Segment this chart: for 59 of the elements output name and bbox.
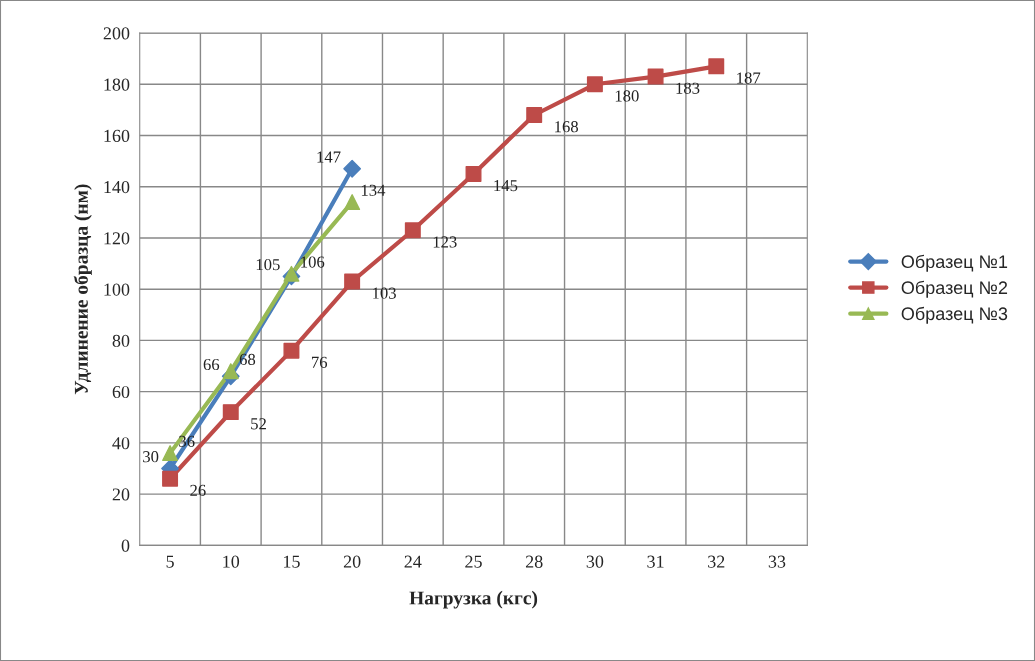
x-tick-label: 5 bbox=[166, 555, 174, 568]
point bbox=[283, 342, 300, 359]
point bbox=[344, 273, 361, 290]
point bbox=[222, 404, 239, 421]
y-tick-label: 0 bbox=[121, 539, 130, 552]
data-label: 103 bbox=[373, 287, 396, 299]
point bbox=[708, 58, 725, 75]
data-label: 147 bbox=[317, 151, 341, 163]
point bbox=[465, 165, 482, 182]
legend-label: Образец №3 bbox=[901, 306, 1008, 324]
y-tick-label: 80 bbox=[112, 334, 130, 347]
point bbox=[162, 470, 179, 487]
point bbox=[162, 445, 179, 462]
data-label: 180 bbox=[615, 90, 639, 102]
legend-label: Образец №2 bbox=[901, 280, 1008, 298]
y-tick-label: 200 bbox=[103, 27, 130, 40]
legend-label: Образец №1 bbox=[901, 254, 1008, 272]
point bbox=[343, 159, 362, 178]
y-tick-label: 100 bbox=[104, 283, 130, 296]
x-axis-title: Нагрузка (кгс) bbox=[409, 590, 538, 609]
point bbox=[283, 265, 300, 282]
data-label: 134 bbox=[361, 184, 386, 196]
x-tick-label: 28 bbox=[525, 555, 543, 568]
x-tick-label: 33 bbox=[768, 555, 786, 568]
x-tick-label: 32 bbox=[708, 555, 725, 568]
data-label: 105 bbox=[256, 258, 280, 271]
data-label: 187 bbox=[737, 72, 761, 84]
data-label: 66 bbox=[203, 358, 220, 371]
point bbox=[344, 194, 361, 211]
point bbox=[647, 68, 664, 85]
x-tick-label: 20 bbox=[343, 555, 361, 568]
x-tick-label: 31 bbox=[647, 555, 664, 568]
y-tick-label: 180 bbox=[104, 78, 130, 91]
y-tick-label: 60 bbox=[112, 385, 130, 399]
data-label: 52 bbox=[251, 418, 266, 430]
data-label: 36 bbox=[179, 435, 195, 447]
data-label: 145 bbox=[494, 180, 518, 192]
data-label: 106 bbox=[301, 256, 325, 268]
y-tick-label: 140 bbox=[104, 180, 130, 194]
data-label: 123 bbox=[433, 236, 457, 248]
data-label: 30 bbox=[143, 451, 159, 463]
x-tick-label: 30 bbox=[586, 555, 604, 568]
data-label: 168 bbox=[555, 121, 579, 133]
x-tick-label: 15 bbox=[284, 555, 300, 568]
point bbox=[526, 107, 543, 123]
point bbox=[222, 363, 239, 380]
x-tick-label: 10 bbox=[223, 555, 240, 568]
y-tick-label: 120 bbox=[104, 232, 130, 245]
data-label: 26 bbox=[190, 484, 206, 497]
y-axis-title: Удлинение образца (нм) bbox=[73, 184, 92, 395]
y-tick-label: 160 bbox=[104, 129, 130, 142]
point bbox=[586, 76, 603, 93]
x-tick-label: 24 bbox=[404, 555, 422, 568]
y-tick-label: 20 bbox=[112, 488, 130, 501]
x-tick-label: 25 bbox=[465, 555, 482, 568]
data-label: 183 bbox=[676, 82, 700, 94]
point bbox=[404, 222, 421, 239]
y-tick-label: 40 bbox=[112, 437, 130, 450]
data-label: 76 bbox=[311, 356, 328, 368]
